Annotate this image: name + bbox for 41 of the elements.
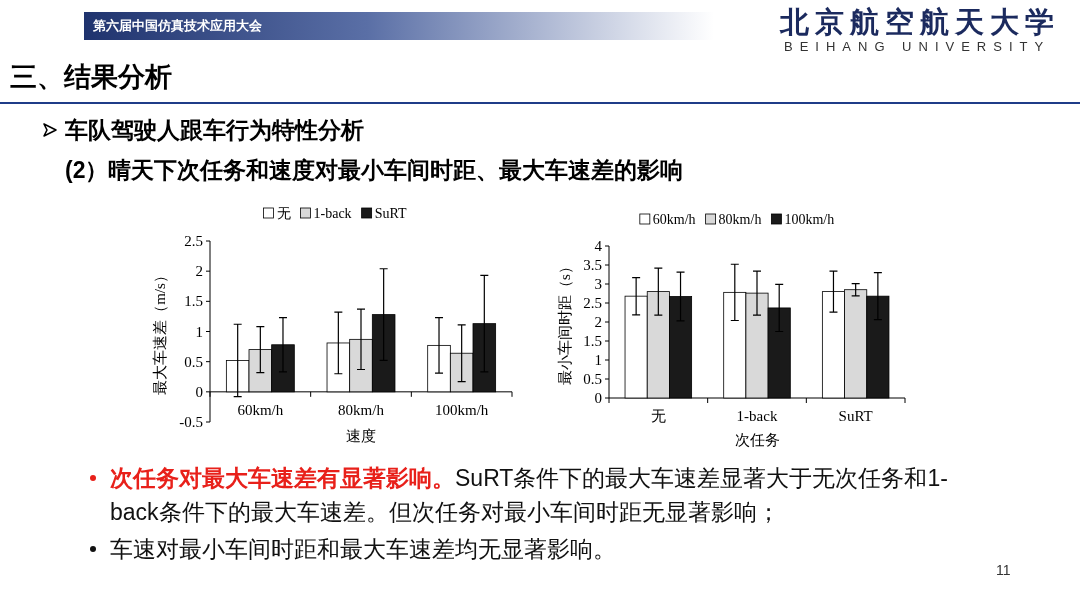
y-tick-label: 3.5 [583,257,602,273]
y-tick-label: -0.5 [179,414,203,430]
y-tick-label: 1 [195,323,203,340]
text: 次任务对最大车速差有显著影响。SuRT条件下的最大车速差显著大于无次任务和1-back条件下的最大车速差。但次任务对最小车间时距无显著影响； [110,464,949,527]
y-axis-title: 最小车间时距（s） [557,259,573,385]
legend-label: 无 [276,205,291,221]
x-tick-label: 1-back [736,408,778,424]
x-axis-title: 速度 [346,428,376,444]
text: 第六届中国仿真技术应用大会 [93,18,262,34]
text: 三、结果分析 [10,61,172,93]
legend-label: 60km/h [652,211,696,227]
x-axis-title: 次任务 [734,432,780,448]
y-tick-label: 0.5 [583,371,602,387]
legend-label: 100km/h [784,211,835,227]
legend-label: 1-back [313,205,352,221]
text: 车队驾驶人跟车行为特性分析 [65,116,364,144]
y-tick-label: 2.5 [184,233,203,249]
text: BEIHANG UNIVERSITY [784,39,1051,55]
x-tick-label: 60km/h [237,401,284,418]
x-tick-label: 无 [650,408,666,424]
y-tick-label: 2 [594,314,602,330]
text: 北京航空航天大学 [780,5,1060,39]
y-tick-label: 2.5 [583,295,602,311]
y-tick-label: 1 [594,352,602,368]
y-tick-label: 1.5 [184,293,203,310]
y-tick-label: 3 [594,276,602,292]
legend-label: SuRT [374,205,407,221]
y-axis-title: 最大车速差（m/s） [152,268,168,395]
y-tick-label: 2 [195,263,203,280]
legend-label: 80km/h [718,211,762,227]
y-tick-label: 0 [195,383,203,400]
y-tick-label: 0.5 [184,353,203,370]
y-tick-label: 4 [594,238,603,254]
text: 11 [996,562,1011,578]
text: 车速对最小车间时距和最大车速差均无显著影响。 [110,535,617,564]
x-tick-label: SuRT [838,408,873,424]
y-tick-label: 1.5 [583,333,602,349]
x-tick-label: 100km/h [434,401,489,418]
y-tick-label: 0 [594,390,602,406]
x-tick-label: 80km/h [338,401,385,418]
text: (2）晴天下次任务和速度对最小车间时距、最大车速差的影响 [65,156,684,184]
